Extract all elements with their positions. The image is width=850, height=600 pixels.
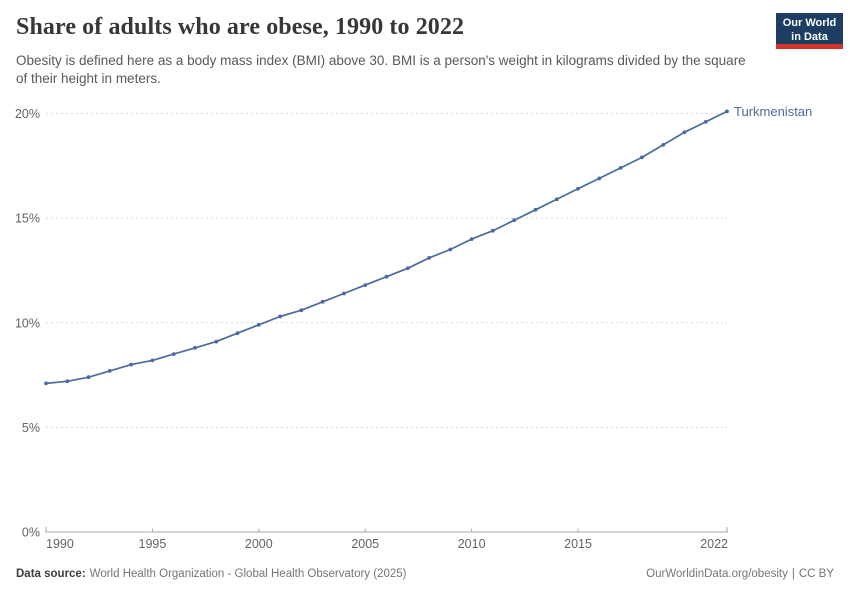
data-point-2021[interactable] [703,120,708,124]
data-point-2016[interactable] [597,176,602,181]
x-tick-label-2000: 2000 [245,537,273,551]
data-point-1990[interactable] [44,381,48,386]
owid-logo-line2: in Data [791,30,828,43]
data-point-2011[interactable] [491,228,495,233]
data-point-2020[interactable] [682,130,687,135]
data-point-1991[interactable] [65,379,70,384]
x-tick-label-2005: 2005 [351,537,379,551]
data-point-2002[interactable] [299,308,304,313]
x-tick-label-1995: 1995 [139,537,167,551]
y-tick-label-5%: 5% [22,421,40,435]
data-point-2018[interactable] [640,155,644,160]
series-label-turkmenistan[interactable]: Turkmenistan [734,104,812,119]
footer-attribution: OurWorldinData.org/obesity | CC BY [646,568,834,580]
data-point-2009[interactable] [448,247,453,252]
data-point-2001[interactable] [278,314,282,319]
data-point-2006[interactable] [384,274,389,279]
data-point-2012[interactable] [512,218,517,223]
obesity-line-chart: 0% 5% 10% 15% 20% 1990 1995 2000 2005 2010 2015 202… [15,104,812,551]
x-tick-label-2010: 2010 [458,537,486,551]
footer-separator: | [791,568,795,580]
data-point-1997[interactable] [193,346,197,350]
data-point-2004[interactable] [342,291,346,296]
page-title: Share of adults who are obese, 1990 to 2… [16,14,465,40]
data-point-2005[interactable] [363,283,368,287]
data-point-1992[interactable] [86,375,91,380]
chart-subtitle: Obesity is defined here as a body mass i… [16,53,746,86]
y-tick-label-10%: 10% [15,316,40,330]
data-source-label: Data source: [16,568,86,580]
owid-logo-line1: Our World [782,17,837,29]
data-source-text: World Health Organization - Global Healt… [89,568,407,580]
chart-footer: Data source: World Health Organization - … [16,568,834,580]
data-point-2017[interactable] [618,166,623,170]
data-point-2007[interactable] [405,266,410,271]
data-point-2000[interactable] [256,322,261,327]
data-point-2022[interactable] [725,109,729,114]
y-tick-label-20%: 20% [15,107,40,121]
data-point-2014[interactable] [554,197,559,202]
owid-url-link[interactable]: OurWorldinData.org/obesity [646,568,788,580]
data-point-1996[interactable] [171,352,176,356]
license-text: CC BY [798,568,834,580]
data-point-1999[interactable] [235,331,240,336]
data-point-2015[interactable] [576,186,580,191]
y-tick-label-15%: 15% [15,212,40,226]
data-point-2003[interactable] [320,299,325,304]
line-turkmenistan[interactable] [45,110,728,385]
owid-logo[interactable]: Our World in Data [776,13,843,49]
data-point-2019[interactable] [661,143,666,147]
data-point-1993[interactable] [107,369,112,373]
y-tick-label-0%: 0% [22,526,40,540]
x-tick-label-2022: 2022 [700,537,728,551]
data-point-1994[interactable] [129,362,134,367]
x-tick-label-1990: 1990 [46,537,74,551]
data-point-2008[interactable] [427,256,431,260]
data-point-1998[interactable] [214,339,219,344]
data-point-1995[interactable] [150,358,155,363]
data-source-note: Data source: World Health Organization - … [16,568,407,580]
data-point-2013[interactable] [533,207,538,212]
data-point-2010[interactable] [469,237,474,242]
x-tick-label-2015: 2015 [564,537,592,551]
